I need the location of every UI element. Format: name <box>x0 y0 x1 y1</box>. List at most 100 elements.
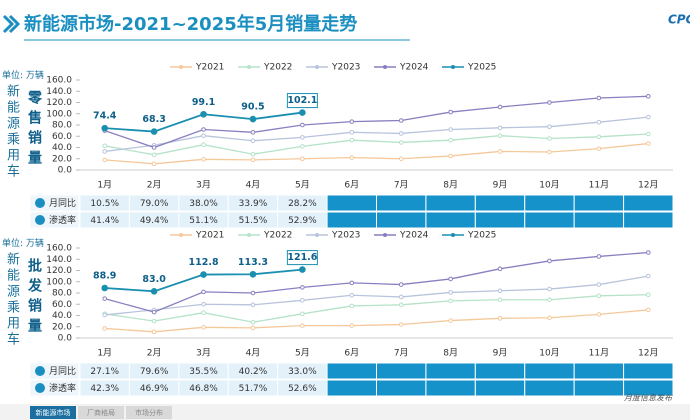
x-tick-label: 1月 <box>97 180 112 191</box>
point <box>201 157 206 162</box>
point <box>497 316 503 321</box>
x-tick-label: 4月 <box>246 348 261 359</box>
point <box>448 290 453 295</box>
point <box>102 157 108 163</box>
x-tick-label: 5月 <box>295 348 310 359</box>
point <box>596 134 602 140</box>
table-value: 38.0% <box>189 199 218 209</box>
table-value: 46.8% <box>189 384 218 394</box>
point <box>300 323 305 328</box>
point <box>300 135 305 140</box>
point <box>497 288 503 294</box>
x-tick-label: 10月 <box>539 180 559 191</box>
x-tick-label: 1月 <box>97 348 112 359</box>
point <box>151 309 157 315</box>
data-label: 68.3 <box>142 114 165 125</box>
point <box>547 315 552 321</box>
point <box>102 149 108 154</box>
table-cell <box>425 362 476 380</box>
point <box>200 110 207 118</box>
legend-dot <box>179 233 183 237</box>
point <box>596 254 602 259</box>
table-cell <box>425 379 476 397</box>
point <box>645 94 651 99</box>
table-cell <box>623 362 674 380</box>
table-cell <box>425 211 476 229</box>
point <box>645 250 651 255</box>
x-tick-label: 9月 <box>493 180 508 191</box>
table-value: 51.5% <box>239 216 268 226</box>
table-cell <box>524 194 575 212</box>
y-tick-label: 80.0 <box>52 121 72 131</box>
x-tick-label: 3月 <box>196 180 211 191</box>
side-label: 新能源乘用车 <box>4 252 19 348</box>
point <box>300 156 305 162</box>
table-cell <box>474 211 526 229</box>
point <box>596 312 602 317</box>
x-tick-label: 8月 <box>443 348 458 359</box>
point <box>151 318 157 324</box>
series-line <box>104 142 649 165</box>
point <box>201 325 206 330</box>
point <box>547 136 552 141</box>
point <box>249 270 257 278</box>
table-cell <box>524 362 575 380</box>
footer-tab <box>78 406 124 419</box>
point <box>497 266 503 272</box>
side-title: 批发销量 <box>26 258 42 338</box>
point <box>349 303 355 309</box>
x-tick-label: 12月 <box>638 180 658 191</box>
legend-label: Y2024 <box>399 63 429 73</box>
point <box>250 157 256 163</box>
table-cell <box>326 211 378 229</box>
legend-dot <box>383 65 387 69</box>
table-value: 27.1% <box>90 367 119 377</box>
x-tick-label: 12月 <box>638 348 658 359</box>
table-cell <box>326 194 378 212</box>
data-label: 88.9 <box>93 270 116 281</box>
x-tick-label: 8月 <box>443 180 458 191</box>
x-tick-label: 11月 <box>589 348 609 359</box>
table-value: 33.9% <box>239 199 268 209</box>
point <box>448 276 453 282</box>
point <box>249 115 257 123</box>
point <box>497 149 503 154</box>
series-line <box>104 275 649 316</box>
data-label: 90.5 <box>241 102 264 113</box>
data-label: 113.3 <box>238 257 268 268</box>
y-tick-label: 160.0 <box>46 76 72 86</box>
table-value: 33.0% <box>288 367 317 377</box>
table-cell <box>623 379 674 397</box>
table-cell <box>474 194 526 212</box>
legend-dot <box>451 233 455 237</box>
row-label: 月同比 <box>49 197 76 209</box>
x-tick-label: 9月 <box>493 348 508 359</box>
row-icon <box>35 215 45 225</box>
point <box>398 302 404 308</box>
point <box>349 280 355 286</box>
point <box>299 266 306 273</box>
table-cell <box>573 362 625 380</box>
table-cell <box>573 379 625 397</box>
point <box>645 114 651 120</box>
table-cell <box>425 194 476 212</box>
y-tick-label: 160.0 <box>46 244 72 254</box>
table-value: 10.5% <box>90 199 119 209</box>
point <box>497 133 503 138</box>
table-cell <box>376 194 427 212</box>
table-cell <box>573 194 625 212</box>
point <box>398 294 404 300</box>
series-line <box>104 251 649 313</box>
point <box>151 145 157 150</box>
point <box>398 282 404 287</box>
x-tick-label: 3月 <box>196 348 211 359</box>
point <box>300 298 305 303</box>
y-tick-label: 60.0 <box>52 132 72 142</box>
point <box>596 95 602 101</box>
table-value: 42.3% <box>90 384 119 394</box>
side-label: 新能源乘用车 <box>4 84 19 180</box>
footer-note: 月度信息发布 <box>624 394 673 403</box>
data-label: 102.1 <box>287 95 317 106</box>
point <box>349 292 355 298</box>
table-value: 51.1% <box>189 216 218 226</box>
